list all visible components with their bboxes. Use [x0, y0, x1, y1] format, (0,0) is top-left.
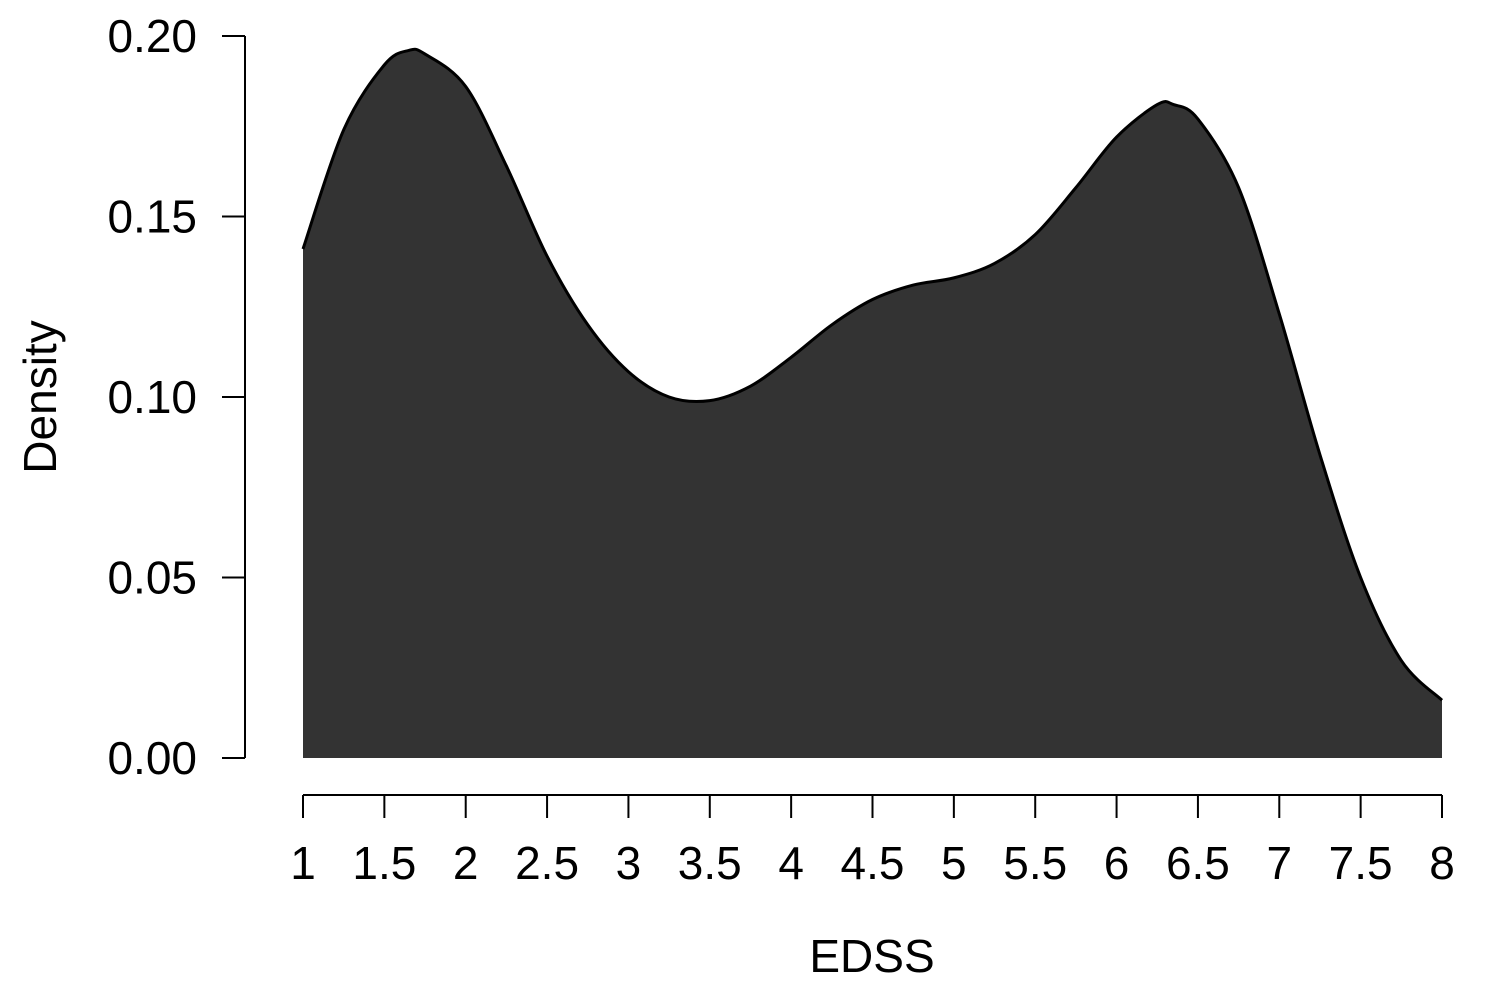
x-tick-label: 1.5: [352, 837, 416, 889]
x-tick-label: 1: [290, 837, 316, 889]
y-tick-label: 0.05: [107, 552, 197, 604]
plot-area: [301, 47, 1444, 759]
density-area: [303, 49, 1442, 759]
x-axis: 1 1.5 2 2.5 3 3.5 4 4.5 5 5.5 6 6.5 7 7.5 8: [290, 794, 1455, 889]
x-tick-label: 3.5: [678, 837, 742, 889]
x-tick-label: 7.5: [1329, 837, 1393, 889]
x-axis-title: EDSS: [809, 930, 934, 982]
x-tick-label: 5: [941, 837, 967, 889]
x-tick-label: 4: [778, 837, 804, 889]
x-tick-label: 5.5: [1003, 837, 1067, 889]
x-tick-label: 4.5: [841, 837, 905, 889]
y-tick-label: 0.20: [107, 10, 197, 62]
x-tick-label: 8: [1429, 837, 1455, 889]
y-axis: 0.00 0.05 0.10 0.15 0.20: [107, 10, 246, 784]
x-tick-label: 2: [453, 837, 479, 889]
x-tick-label: 3: [616, 837, 642, 889]
x-tick-label: 7: [1266, 837, 1292, 889]
y-tick-label: 0.15: [107, 191, 197, 243]
density-line: [301, 47, 1444, 702]
y-tick-label: 0.00: [107, 732, 197, 784]
y-tick-label: 0.10: [107, 371, 197, 423]
x-tick-label: 6: [1104, 837, 1130, 889]
x-tick-label: 6.5: [1166, 837, 1230, 889]
x-tick-label: 2.5: [515, 837, 579, 889]
y-axis-title: Density: [14, 320, 66, 473]
